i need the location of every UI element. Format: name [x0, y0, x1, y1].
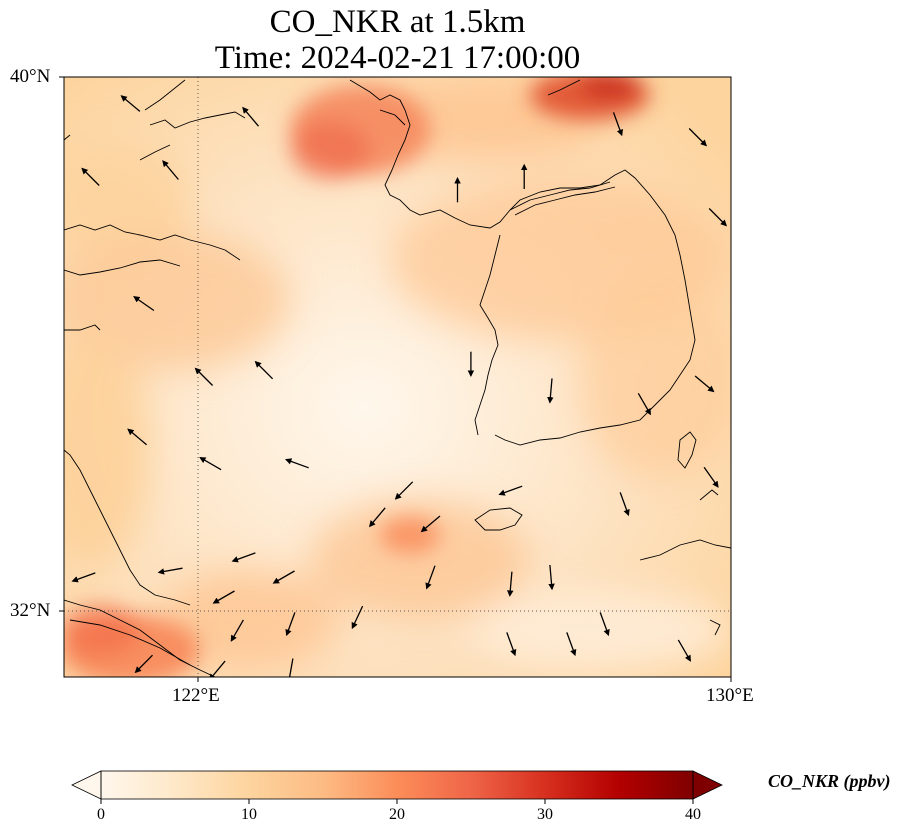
wind-vector-2	[242, 106, 259, 127]
wind-vector-6	[254, 360, 274, 380]
wind-vector-10	[394, 481, 414, 500]
lon-tick-122e: 122°E	[172, 685, 220, 706]
wind-vector-18	[694, 375, 715, 393]
wind-vector-37	[708, 208, 728, 227]
wind-vector-1	[162, 160, 179, 180]
wind-vector-35	[612, 112, 623, 137]
gridlines	[64, 77, 731, 677]
colorbar-tick-30: 30	[537, 806, 553, 823]
wind-vector-40	[212, 590, 235, 604]
wind-vector-12	[368, 507, 386, 528]
lat-tick-40n: 40°N	[10, 66, 51, 87]
wind-vector-15	[547, 378, 554, 404]
wind-vector-11	[420, 515, 441, 533]
colorbar-title: CO_NKR (ppbv)	[768, 771, 891, 791]
wind-vector-25	[230, 619, 244, 642]
lon-tick-130e: 130°E	[706, 685, 754, 706]
wind-vector-3	[81, 167, 100, 186]
wind-vector-26	[599, 612, 610, 637]
wind-vector-23	[351, 605, 364, 630]
map-title-line2: Time: 2024-02-21 17:00:00	[214, 40, 581, 76]
wind-vector-27	[677, 639, 691, 662]
wind-vector-22	[425, 565, 436, 590]
wind-vector-9	[284, 458, 309, 469]
wind-vector-16	[637, 392, 651, 416]
colorbar-tick-0: 0	[97, 806, 105, 823]
colorbar-tick-40: 40	[685, 806, 701, 823]
colorbar	[71, 770, 723, 804]
wind-vector-30	[134, 654, 153, 674]
wind-vector-8	[199, 457, 222, 471]
colorbar-tick-10: 10	[241, 806, 257, 823]
wind-vector-42	[71, 572, 96, 583]
wind-vector-19	[619, 492, 630, 517]
lat-tick-32n: 32°N	[10, 600, 51, 621]
wind-vector-28	[566, 632, 577, 657]
wind-vector-13	[498, 485, 523, 496]
wind-vector-39	[272, 570, 295, 584]
wind-vector-20	[507, 571, 514, 597]
wind-vector-32	[286, 658, 294, 677]
wind-vector-38	[231, 552, 256, 563]
wind-vector-24	[285, 612, 296, 637]
wind-vector-0	[120, 95, 141, 112]
map-title-line1: CO_NKR at 1.5km	[269, 4, 526, 40]
wind-vector-31	[208, 660, 226, 677]
colorbar-tick-20: 20	[389, 806, 405, 823]
wind-vectors	[71, 95, 728, 677]
wind-vector-5	[194, 367, 214, 386]
concentration-field	[64, 77, 731, 677]
coastlines	[64, 79, 731, 677]
wind-vector-4	[133, 296, 155, 312]
wind-vector-21	[548, 564, 555, 591]
wind-vector-7	[127, 428, 148, 446]
map-frame	[63, 76, 732, 678]
wind-vector-41	[157, 567, 183, 575]
wind-vector-17	[703, 466, 719, 488]
wind-vector-36	[688, 128, 708, 147]
wind-vector-29	[506, 632, 517, 657]
